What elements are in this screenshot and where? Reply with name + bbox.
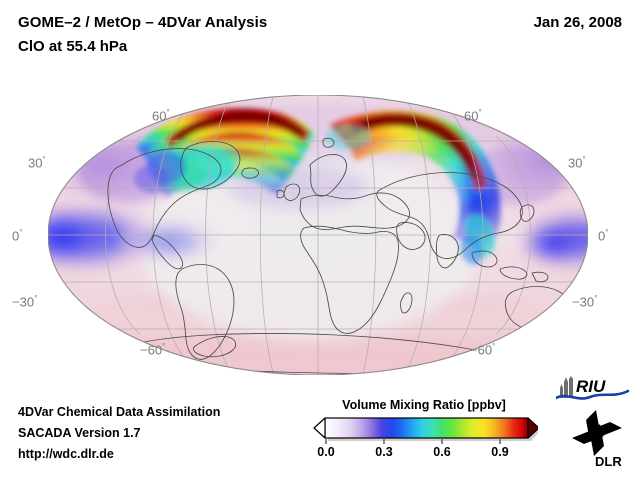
colorbar: Volume Mixing Ratio [ppbv] (310, 398, 538, 468)
colorbar-tick-label-2: 0.6 (433, 445, 451, 459)
colorbar-ticks (325, 438, 501, 444)
dlr-logo: DLR (566, 408, 628, 470)
colorbar-tick-label-3: 0.9 (491, 445, 509, 459)
riu-logo-svg: RIU (554, 376, 630, 400)
map-panel: 60° 30° 0° −30° −60° 60° 30° 0° −30° −60… (0, 78, 640, 390)
footer-line-url[interactable]: http://wdc.dlr.de (18, 447, 114, 461)
map-data-layer (48, 95, 588, 375)
footer-line-product: 4DVar Chemical Data Assimilation (18, 405, 221, 419)
page-title: GOME–2 / MetOp – 4DVar Analysis (18, 14, 268, 31)
map-svg (48, 95, 588, 375)
dlr-logo-svg: DLR (572, 410, 622, 469)
lat-label-left-0: 0° (12, 228, 23, 244)
colorbar-tick-label-1: 0.3 (375, 445, 393, 459)
lat-label-left-30: 30° (28, 155, 46, 171)
colorbar-tick-label-0: 0.0 (317, 445, 335, 459)
riu-logo: RIU (554, 376, 632, 404)
riu-wave-icon (554, 389, 630, 400)
lat-label-right-0: 0° (598, 228, 609, 244)
colorbar-title: Volume Mixing Ratio [ppbv] (342, 398, 506, 412)
dlr-pinwheel-icon (572, 410, 622, 456)
lat-label-right-60: 60° (464, 108, 482, 124)
mollweide-globe (48, 95, 588, 375)
colorbar-max-arrow (527, 417, 538, 439)
lat-label-left-m30: −30° (12, 294, 38, 310)
lat-label-right-30: 30° (568, 155, 586, 171)
colorbar-swatch (313, 417, 538, 444)
lat-label-right-m60: −60° (470, 342, 496, 358)
date-label: Jan 26, 2008 (533, 14, 622, 31)
lat-label-left-60: 60° (152, 108, 170, 124)
colorbar-min-arrow (313, 417, 326, 439)
lat-label-left-m60: −60° (140, 342, 166, 358)
lat-label-right-m30: −30° (572, 294, 598, 310)
dlr-wordmark: DLR (595, 454, 622, 469)
graticule (48, 95, 588, 375)
footer-info: 4DVar Chemical Data Assimilation SACADA … (18, 402, 220, 465)
riu-wordmark: RIU (576, 377, 606, 396)
footer-line-version: SACADA Version 1.7 (18, 426, 141, 440)
page-subtitle: ClO at 55.4 hPa (18, 38, 128, 55)
riu-tower-icon (560, 376, 573, 398)
